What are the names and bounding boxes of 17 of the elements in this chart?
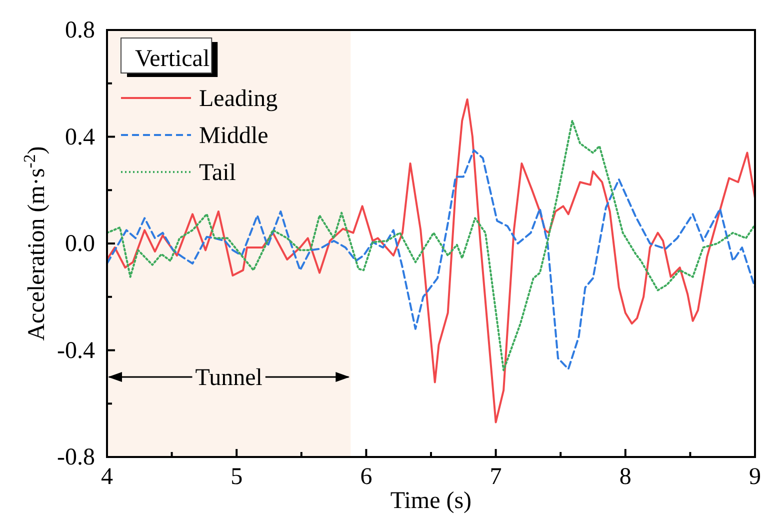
x-tick-label: 9 [749,464,761,490]
x-tick-label: 7 [490,464,502,490]
legend-label: Leading [199,86,278,112]
x-tick-label: 8 [619,464,632,490]
x-axis-title: Time (s) [390,488,472,514]
y-tick-label: -0.8 [57,444,95,471]
legend-label: Middle [199,123,268,149]
y-tick-label: 0.0 [65,231,95,258]
legend-label: Tail [199,160,236,186]
x-tick-label: 6 [360,464,372,490]
y-tick-label: 0.4 [65,124,95,150]
band-label: Tunnel [195,364,263,391]
y-tick-label: 0.8 [65,18,95,44]
legend-title: Vertical [135,46,210,72]
y-tick-label: -0.4 [57,338,95,364]
x-tick-label: 4 [101,464,113,490]
x-tick-label: 5 [230,464,243,490]
